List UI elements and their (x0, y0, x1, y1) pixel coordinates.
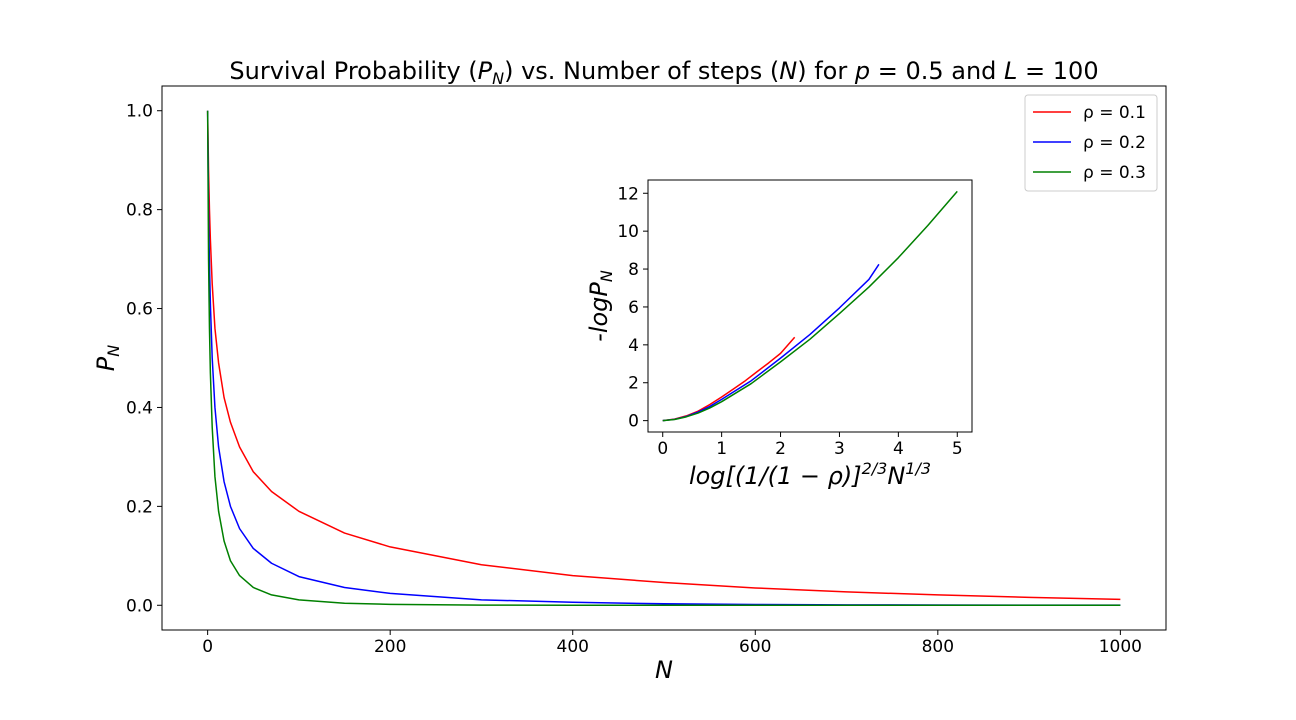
main-y-axis-label: PN (92, 345, 123, 371)
main-y-tick-label: 0.6 (126, 300, 153, 320)
main-x-axis: 0 200 400 600 800 1000 (202, 630, 1142, 657)
inset-y-tick-label: 6 (628, 298, 639, 318)
main-y-tick-label: 1.0 (126, 102, 153, 122)
main-plot-lines (206, 110, 1121, 607)
inset-x-tick-label: 1 (716, 439, 727, 459)
inset-y-tick-label: 8 (628, 260, 639, 280)
inset-x-tick-label: 0 (657, 439, 668, 459)
inset-x-tick-label: 4 (893, 439, 904, 459)
chart-title: Survival Probability (PN) vs. Number of … (229, 57, 1098, 88)
main-series-line-rho-1 (206, 110, 1121, 601)
legend-label-rho-2: ρ = 0.2 (1083, 133, 1146, 153)
main-x-tick-label: 400 (557, 637, 589, 657)
legend-label-rho-3: ρ = 0.3 (1083, 163, 1146, 183)
legend: ρ = 0.1 ρ = 0.2 ρ = 0.3 (1024, 94, 1158, 192)
inset-plot-frame (647, 179, 973, 433)
inset-y-tick-label: 0 (628, 412, 639, 432)
inset-y-axis-label: -logPN (585, 270, 616, 342)
main-y-tick-label: 0.4 (126, 398, 153, 418)
main-x-axis-label: N (655, 656, 673, 684)
inset-x-tick-label: 2 (775, 439, 786, 459)
inset-x-tick-label: 5 (952, 439, 963, 459)
inset-y-tick-label: 4 (628, 336, 639, 356)
main-x-tick-label: 200 (374, 637, 406, 657)
main-y-tick-label: 0.0 (126, 596, 153, 616)
inset-background (648, 180, 972, 432)
inset-y-axis: 0 2 4 6 8 10 12 (617, 184, 648, 432)
inset-y-tick-label: 2 (628, 374, 639, 394)
inset-x-tick-label: 3 (834, 439, 845, 459)
inset-y-tick-label: 12 (617, 184, 639, 204)
main-x-tick-label: 600 (739, 637, 771, 657)
main-y-axis: 0.0 0.2 0.4 0.6 0.8 1.0 (126, 102, 162, 616)
inset-x-axis-label: log[(1/(1 − ρ)]2/3N1/3 (689, 459, 931, 490)
main-y-tick-label: 0.8 (126, 201, 153, 221)
main-y-tick-label: 0.2 (126, 497, 153, 517)
main-x-tick-label: 1000 (1099, 637, 1142, 657)
inset-x-axis: 0 1 2 3 4 5 (657, 432, 963, 459)
inset-y-tick-label: 10 (617, 222, 639, 242)
inset-plot-lines (662, 190, 958, 422)
inset-series-line-rho-3 (662, 190, 958, 422)
main-x-tick-label: 800 (922, 637, 954, 657)
legend-label-rho-1: ρ = 0.1 (1083, 103, 1146, 123)
main-plot-frame (161, 85, 1167, 631)
main-series-line-rho-3 (206, 110, 1121, 607)
legend-box (1024, 94, 1158, 192)
main-x-tick-label: 0 (202, 637, 213, 657)
